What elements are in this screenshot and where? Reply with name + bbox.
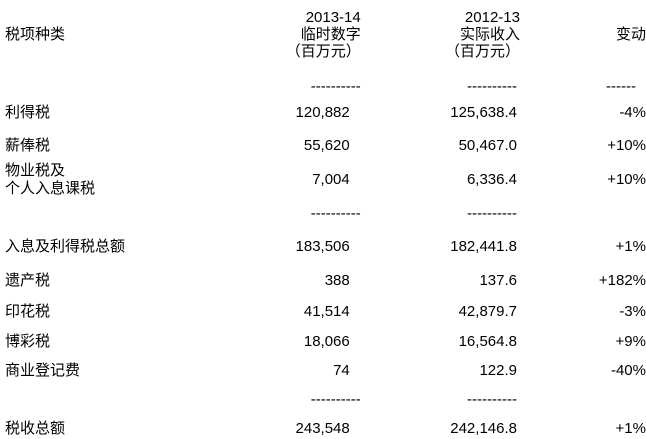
separator-row: ---------- ---------- ------ <box>5 78 646 96</box>
header-2013-14-unit: （百万元） <box>285 43 361 60</box>
provisional-figure-cell: 183,506 <box>295 238 350 255</box>
provisional-figure-cell: 7,004 <box>312 171 350 188</box>
actual-revenue-cell: 125,638.4 <box>450 103 517 121</box>
tax-type-label: 印花税 <box>5 303 51 320</box>
change-cell: +1% <box>615 420 646 437</box>
actual-revenue-cell: 182,441.8 <box>450 238 517 255</box>
tax-type-label: 遗产税 <box>5 271 51 289</box>
tax-type-label: 物业税及 <box>5 162 66 179</box>
actual-revenue-cell: 122.9 <box>479 361 517 379</box>
header-change-label: 变动 <box>615 26 646 43</box>
tax-type-label: 商业登记费 <box>5 361 81 379</box>
tax-type-cell <box>5 78 257 96</box>
separator-dash-2013: ---------- <box>310 78 361 95</box>
header-2012-13-actual: 2012-13 实际收入 （百万元） <box>361 0 520 78</box>
tax-type-label: 税收总额 <box>5 420 66 437</box>
separator-dash-change: ------ <box>606 78 636 95</box>
tax-type-cell <box>5 385 257 415</box>
provisional-figure-cell: 18,066 <box>303 332 350 350</box>
table-row: 入息及利得税总额 183,506 182,441.8 +1% <box>5 230 646 264</box>
actual-revenue-cell: 137.6 <box>479 271 517 289</box>
separator-dash-2012: ---------- <box>467 78 517 95</box>
header-change: 变动 <box>520 0 646 78</box>
actual-revenue-cell: 242,146.8 <box>450 420 517 437</box>
tax-type-cell: 物业税及 个人入息课税 <box>5 162 257 198</box>
separator-dash-2013: ---------- <box>310 205 361 222</box>
change-cell: +9% <box>615 332 646 350</box>
change-cell: -4% <box>619 103 646 121</box>
provisional-figure-cell: 74 <box>333 361 350 379</box>
change-cell: -40% <box>610 361 646 379</box>
table-row: 利得税 120,882 125,638.4 -4% <box>5 96 646 129</box>
tax-type-cell: 入息及利得税总额 <box>5 230 257 264</box>
provisional-figure-cell: 120,882 <box>295 103 350 121</box>
tax-type-cell <box>5 198 257 230</box>
header-row: 税项种类 2013-14 临时数字 （百万元） 2012-13 实际收入 （百万… <box>5 0 646 78</box>
header-2012-13-unit: （百万元） <box>444 43 520 60</box>
actual-revenue-cell: 6,336.4 <box>466 171 517 188</box>
tax-type-label: 博彩税 <box>5 332 51 350</box>
header-2013-14-year: 2013-14 <box>305 9 361 26</box>
separator-dash-2012: ---------- <box>467 391 517 408</box>
tax-type-label-line2: 个人入息课税 <box>5 180 96 197</box>
table-row: 商业登记费 74 122.9 -40% <box>5 356 646 385</box>
table-row: 物业税及 个人入息课税 7,004 6,336.4 +10% <box>5 162 646 198</box>
tax-type-cell: 博彩税 <box>5 327 257 356</box>
header-2013-14-provisional: 2013-14 临时数字 （百万元） <box>257 0 361 78</box>
separator-dash-2013: ---------- <box>310 391 361 408</box>
provisional-figure-cell: 41,514 <box>303 303 350 320</box>
table-body: ---------- ---------- ------ 利得税 120,882 125,… <box>5 78 646 439</box>
header-2012-13-actual-label: 实际收入 <box>459 26 520 43</box>
table-header: 税项种类 2013-14 临时数字 （百万元） 2012-13 实际收入 （百万… <box>5 0 646 78</box>
change-cell: -3% <box>619 303 646 320</box>
tax-type-cell: 遗产税 <box>5 264 257 297</box>
separator-dash-change <box>520 385 646 415</box>
table-row: 遗产税 388 137.6 +182% <box>5 264 646 297</box>
tax-type-cell: 印花税 <box>5 297 257 327</box>
header-2012-13-year: 2012-13 <box>464 9 520 26</box>
header-2013-14-provisional-label: 临时数字 <box>300 26 361 43</box>
change-cell: +10% <box>607 136 646 154</box>
provisional-figure-cell: 55,620 <box>303 136 350 154</box>
change-cell: +1% <box>615 238 646 255</box>
separator-dash-2012: ---------- <box>467 205 517 222</box>
actual-revenue-cell: 42,879.7 <box>458 303 517 320</box>
separator-dash-change <box>520 198 646 230</box>
provisional-figure-cell: 388 <box>324 271 350 289</box>
header-tax-type-label: 税项种类 <box>5 26 66 43</box>
table-row: 博彩税 18,066 16,564.8 +9% <box>5 327 646 356</box>
tax-type-cell: 薪俸税 <box>5 129 257 162</box>
table-row: 薪俸税 55,620 50,467.0 +10% <box>5 129 646 162</box>
tax-type-label: 利得税 <box>5 103 51 121</box>
table-row: 税收总额 243,548 242,146.8 +1% <box>5 415 646 439</box>
header-tax-type: 税项种类 <box>5 0 257 78</box>
tax-type-cell: 利得税 <box>5 96 257 129</box>
tax-type-label: 薪俸税 <box>5 136 51 154</box>
tax-type-label: 入息及利得税总额 <box>5 238 126 255</box>
tax-type-cell: 税收总额 <box>5 415 257 439</box>
actual-revenue-cell: 16,564.8 <box>458 332 517 350</box>
change-cell: +10% <box>607 171 646 188</box>
table-row: 印花税 41,514 42,879.7 -3% <box>5 297 646 327</box>
separator-row: ---------- ---------- <box>5 198 646 230</box>
separator-row: ---------- ---------- <box>5 385 646 415</box>
tax-revenue-table: 税项种类 2013-14 临时数字 （百万元） 2012-13 实际收入 （百万… <box>5 0 646 439</box>
actual-revenue-cell: 50,467.0 <box>458 136 517 154</box>
tax-type-cell: 商业登记费 <box>5 356 257 385</box>
provisional-figure-cell: 243,548 <box>295 420 350 437</box>
change-cell: +182% <box>598 271 646 289</box>
